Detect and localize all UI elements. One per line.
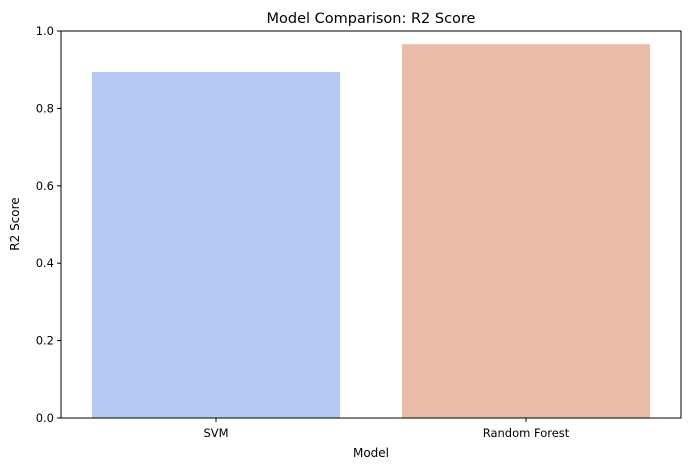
y-tick-label: 0.6	[36, 179, 54, 193]
y-tick-label: 0.4	[36, 256, 54, 270]
y-axis-label: R2 Score	[8, 197, 22, 250]
x-axis-label: Model	[353, 446, 389, 460]
chart-title: Model Comparison: R2 Score	[267, 11, 476, 27]
bar-svm	[92, 72, 340, 418]
y-tick-label: 0.2	[36, 334, 54, 348]
x-tick-label: SVM	[203, 426, 228, 440]
bars-group	[92, 44, 650, 419]
bar-random-forest	[402, 44, 650, 419]
y-tick-label: 1.0	[36, 24, 54, 38]
x-tick-label: Random Forest	[483, 426, 570, 440]
y-axis-ticks: 0.0 0.2 0.4 0.6 0.8 1.0	[36, 24, 61, 425]
x-axis-ticks: SVM Random Forest	[203, 418, 570, 440]
y-tick-label: 0.8	[36, 101, 54, 115]
plot-frame	[60, 30, 682, 419]
y-tick-label: 0.0	[36, 411, 54, 425]
